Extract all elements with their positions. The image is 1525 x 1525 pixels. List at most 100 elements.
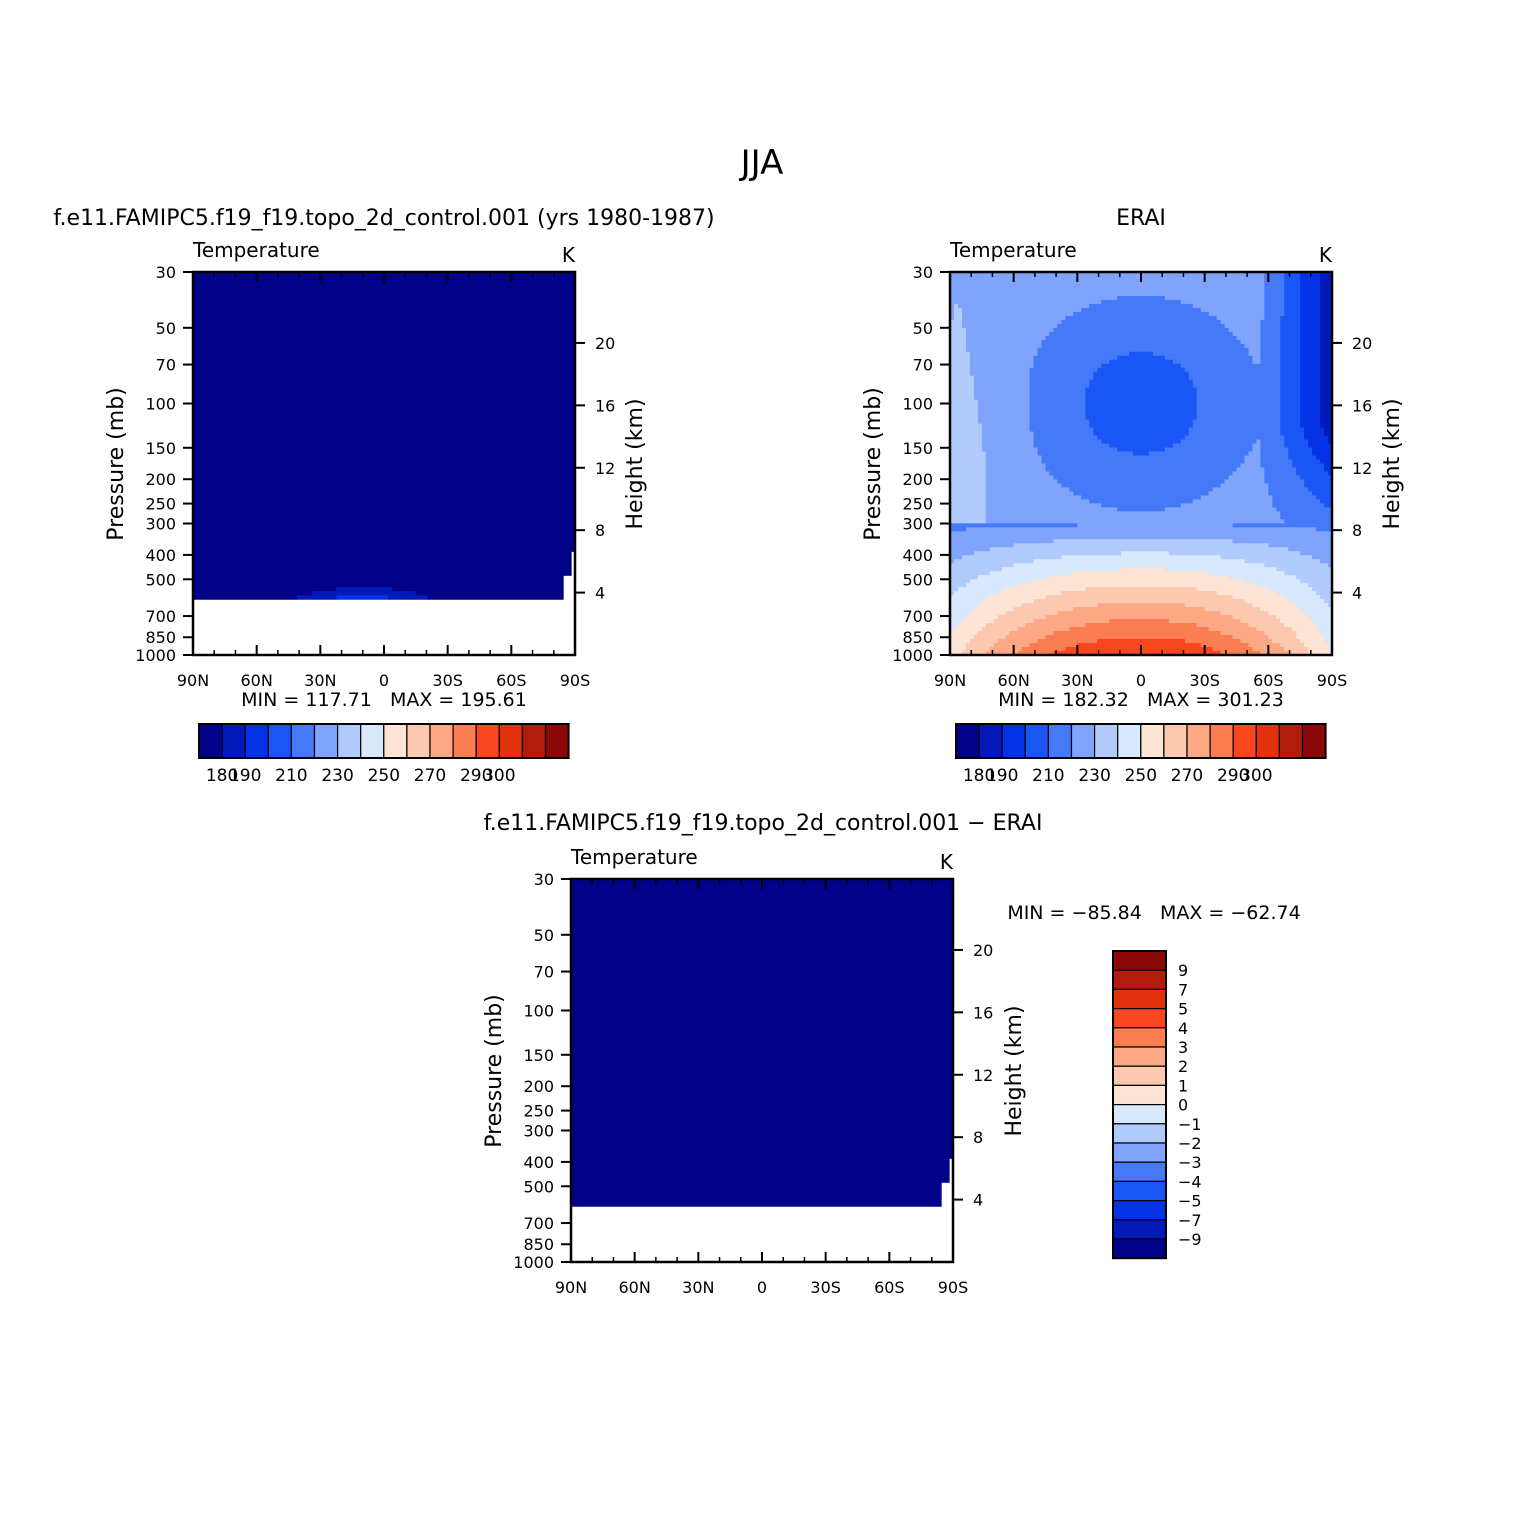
field-cell <box>193 487 576 493</box>
field-cell <box>1320 559 1333 564</box>
field-cell <box>1280 387 1301 393</box>
field-cell <box>571 1042 954 1048</box>
y-tick-label: 400 <box>902 546 933 565</box>
field-cell <box>1264 471 1297 477</box>
field-cell <box>1077 643 1202 648</box>
field-cell <box>1320 371 1333 377</box>
panel-diff-title: f.e11.FAMIPC5.f19_f19.topo_2d_control.00… <box>484 811 1043 836</box>
field-cell <box>950 411 979 417</box>
field-cell <box>1316 455 1333 461</box>
field-cell <box>1077 523 1234 528</box>
field-cell <box>969 611 1007 616</box>
field-cell <box>950 403 979 409</box>
field-cell <box>1320 283 1333 289</box>
y-tick-label: 100 <box>145 395 176 414</box>
field-cell <box>953 591 999 596</box>
field-cell <box>961 323 1059 329</box>
field-cell <box>1284 272 1301 277</box>
field-cell <box>950 311 955 317</box>
field-cell <box>571 1006 954 1012</box>
x-tick-label: 90S <box>560 671 591 690</box>
colorbar-box <box>1112 1199 1167 1221</box>
field-cell <box>391 587 564 592</box>
field-cell <box>1188 431 1281 437</box>
field-cell <box>1029 407 1086 413</box>
field-cell <box>571 1066 954 1072</box>
field-cell <box>1264 307 1285 313</box>
field-cell <box>950 439 983 445</box>
field-cell <box>1268 483 1305 489</box>
field-cell <box>1300 415 1321 421</box>
field-cell <box>193 423 576 429</box>
field-cell <box>1061 483 1222 489</box>
field-cell <box>1093 371 1190 377</box>
colorbar-box <box>498 723 523 759</box>
field-cell <box>1320 275 1333 281</box>
colorbar-box <box>1112 1084 1167 1106</box>
colorbar-box <box>452 723 477 759</box>
field-cell <box>1045 463 1242 469</box>
panel-model-y2label: Height (km) <box>623 398 648 529</box>
field-cell <box>1284 279 1301 285</box>
field-cell <box>1208 571 1285 576</box>
field-cell <box>950 647 967 652</box>
field-cell <box>1268 635 1297 640</box>
field-cell <box>950 423 983 429</box>
field-cell <box>1184 639 1242 644</box>
field-cell <box>950 455 987 461</box>
field-cell <box>1045 615 1234 620</box>
field-cell <box>1200 643 1250 648</box>
field-cell <box>1180 503 1273 508</box>
field-cell <box>1276 615 1309 620</box>
field-cell <box>1284 519 1333 524</box>
field-cell <box>1312 451 1333 457</box>
field-cell <box>1049 575 1230 580</box>
field-cell <box>1085 391 1198 397</box>
field-cell <box>950 375 975 381</box>
field-cell <box>1033 559 1246 564</box>
colorbar-box <box>1001 723 1026 759</box>
field-cell <box>571 1110 954 1115</box>
field-cell <box>1033 599 1246 604</box>
colorbar-label: −4 <box>1178 1172 1202 1191</box>
field-cell <box>1244 579 1301 584</box>
field-cell <box>1280 431 1305 437</box>
field-cell <box>1013 563 1265 568</box>
field-cell <box>193 575 564 580</box>
field-cell <box>1320 359 1333 365</box>
field-cell <box>950 623 959 628</box>
field-cell <box>1280 347 1301 353</box>
field-cell <box>571 986 954 992</box>
field-cell <box>193 287 576 293</box>
field-cell <box>1280 419 1301 425</box>
field-cell <box>965 335 1047 341</box>
field-cell <box>1085 415 1198 421</box>
field-cell <box>571 886 954 892</box>
field-cell <box>193 571 572 576</box>
field-cell <box>950 595 991 600</box>
field-cell <box>1268 611 1305 616</box>
field-cell <box>1328 647 1333 652</box>
field-cell <box>193 455 576 461</box>
field-cell <box>950 559 955 564</box>
field-cell <box>1029 423 1090 429</box>
field-cell <box>985 455 1043 461</box>
field-cell <box>1049 471 1234 477</box>
field-cell <box>1029 415 1086 421</box>
field-cell <box>1320 311 1333 317</box>
field-cell <box>950 347 967 353</box>
field-cell <box>1152 351 1250 357</box>
field-cell <box>1276 567 1333 572</box>
field-cell <box>193 467 576 473</box>
field-cell <box>193 307 576 313</box>
field-cell <box>1101 503 1182 508</box>
field-cell <box>1196 411 1281 417</box>
field-cell <box>1232 523 1333 528</box>
field-cell <box>1320 403 1333 409</box>
y2-tick-label: 12 <box>1352 459 1372 478</box>
field-cell <box>1280 515 1333 520</box>
field-cell <box>1280 643 1305 648</box>
field-cell <box>950 483 987 489</box>
colorbar-label: 0 <box>1178 1096 1188 1115</box>
field-cell <box>1324 639 1333 644</box>
